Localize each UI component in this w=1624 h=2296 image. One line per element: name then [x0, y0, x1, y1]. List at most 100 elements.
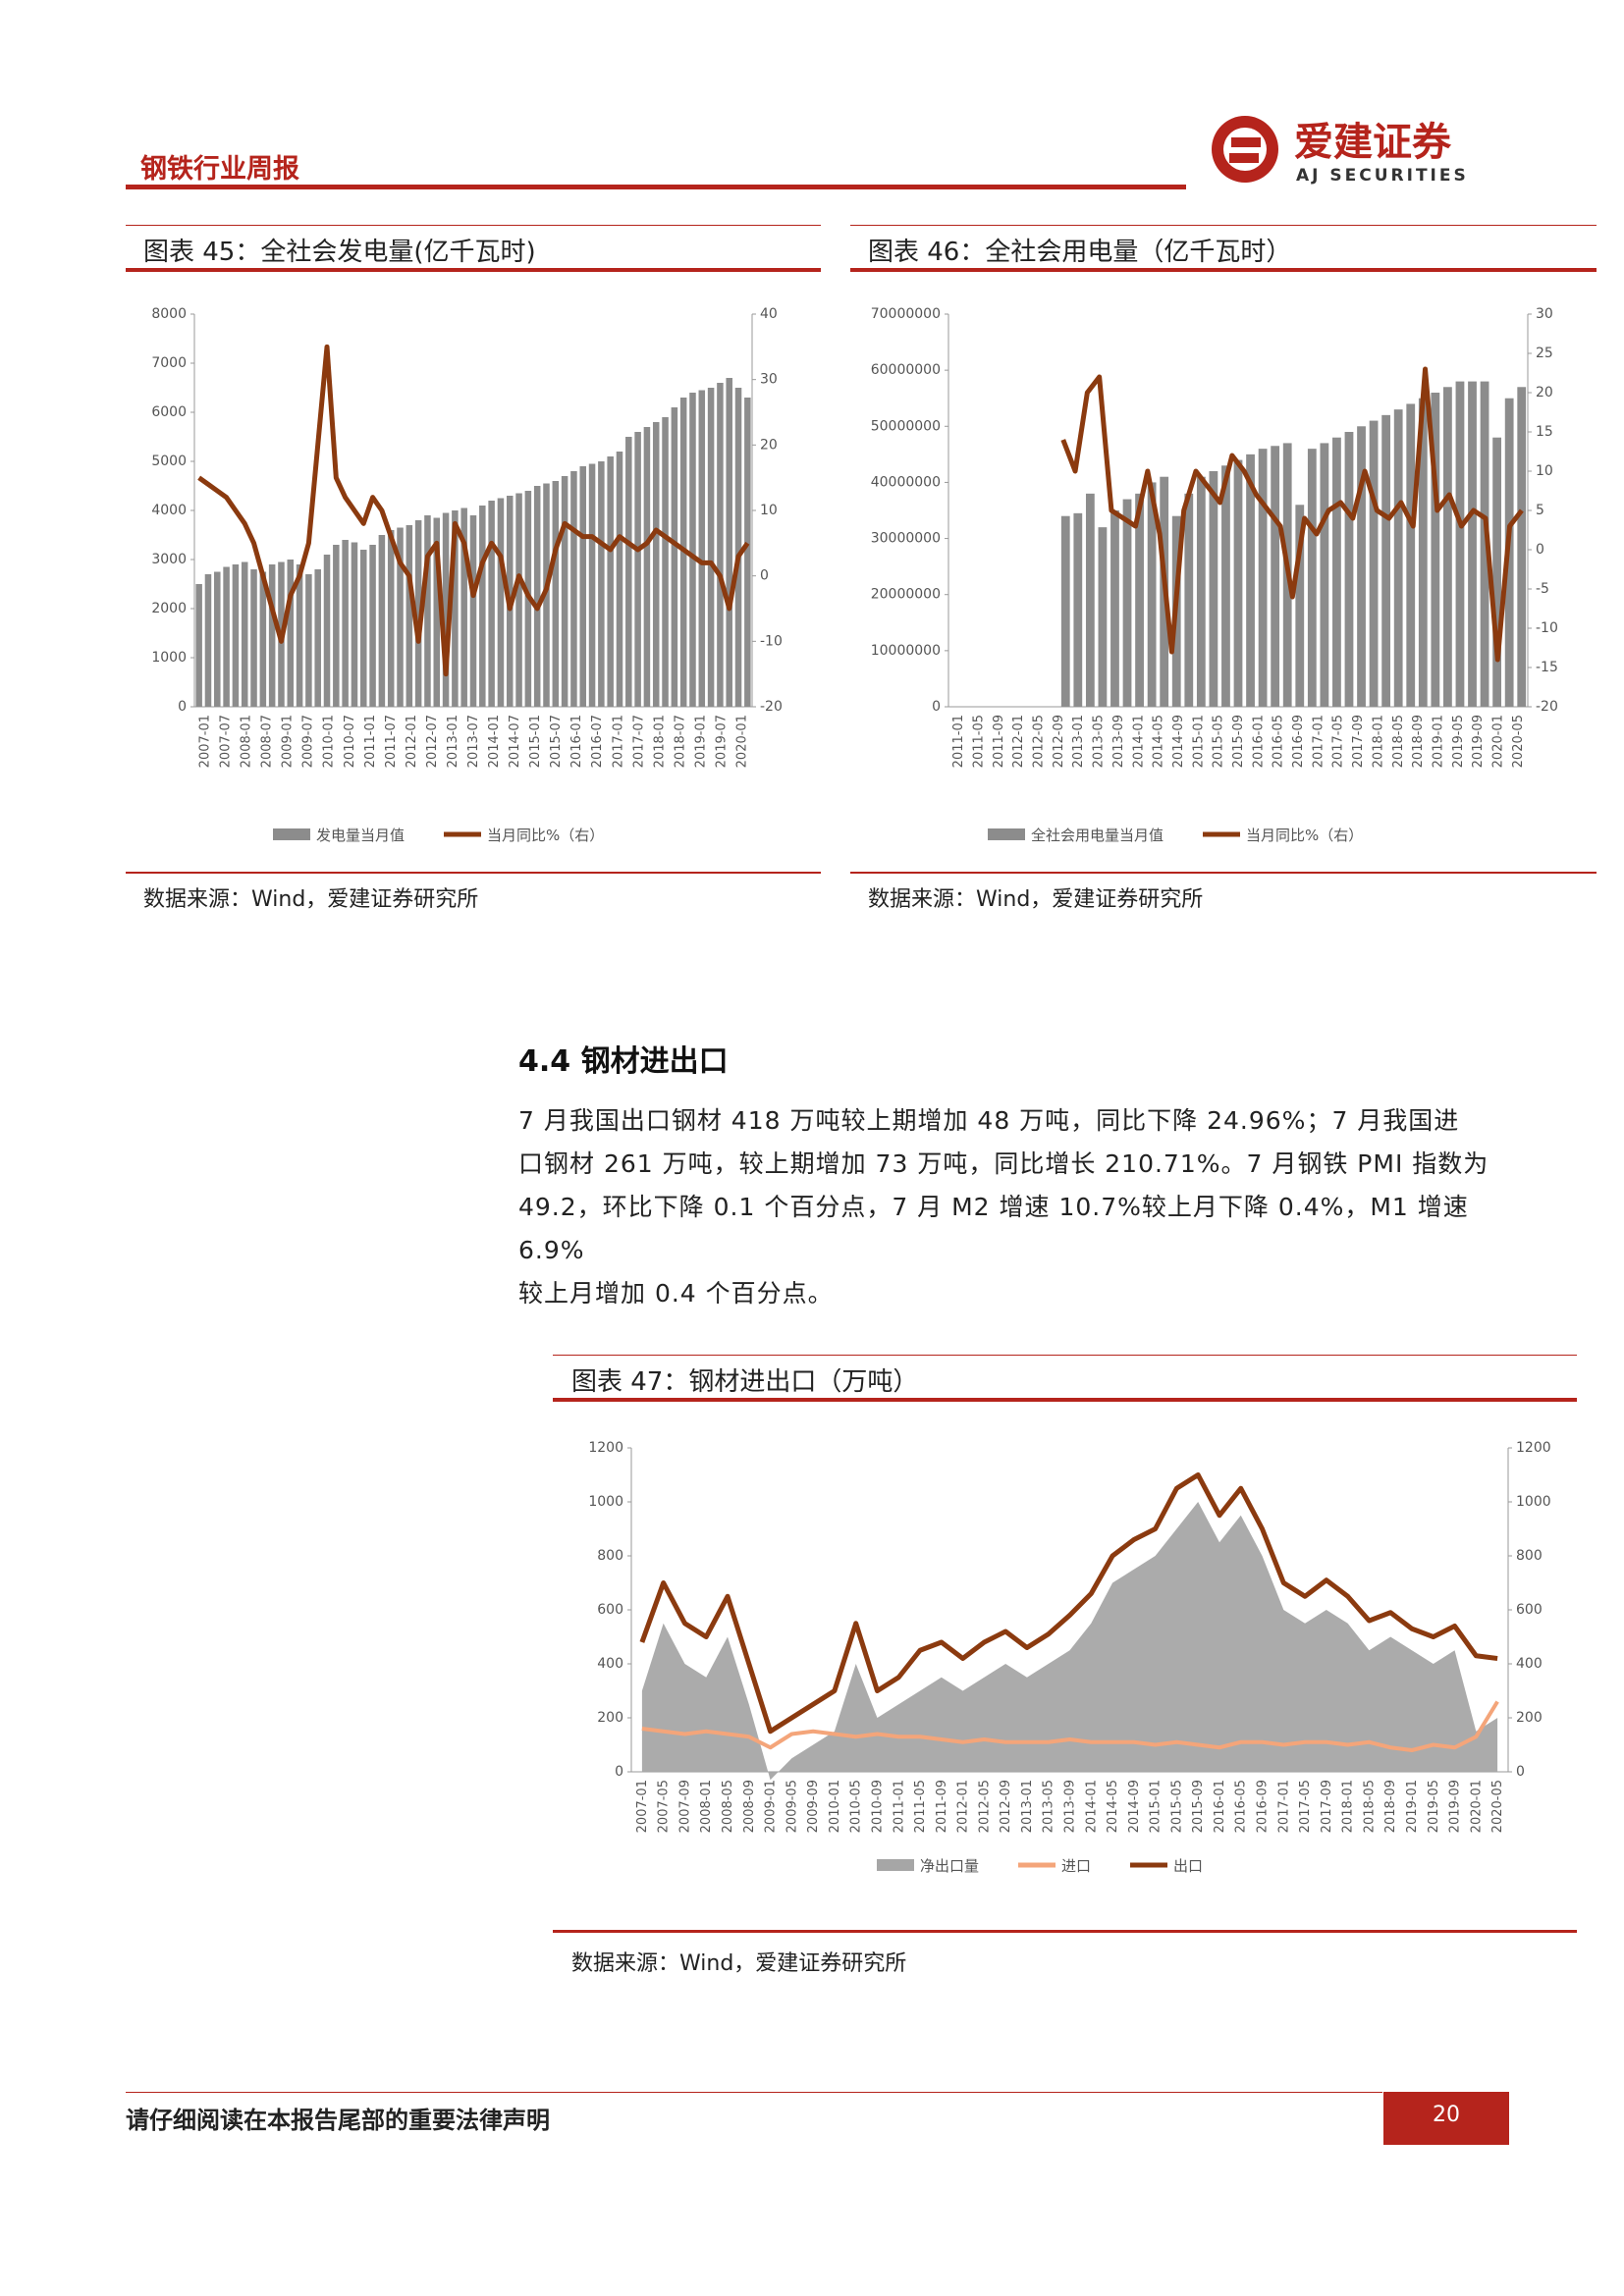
x-tick-label: 2014-01	[1131, 715, 1146, 768]
x-tick-label: 2008-09	[742, 1780, 757, 1833]
bar	[734, 388, 742, 707]
right-tick-label: 800	[1516, 1548, 1543, 1564]
right-tick-label: 600	[1516, 1602, 1543, 1618]
x-tick-label: 2017-07	[631, 715, 646, 768]
x-tick-label: 2013-05	[1092, 715, 1107, 768]
legend-swatch	[988, 828, 1025, 840]
x-tick-label: 2014-05	[1106, 1780, 1120, 1833]
x-tick-label: 2007-05	[657, 1780, 672, 1833]
bar	[616, 452, 623, 707]
bar	[625, 437, 632, 707]
bar	[552, 481, 560, 707]
x-tick-label: 2012-09	[1052, 715, 1066, 768]
left-tick-label: 0	[615, 1764, 623, 1780]
paragraph-line: 7 月我国出口钢材 418 万吨较上期增加 48 万吨，同比下降 24.96%；…	[518, 1106, 1460, 1135]
x-tick-label: 2014-09	[1171, 715, 1186, 768]
bar	[598, 461, 605, 707]
fig46-title-rule	[850, 268, 1597, 272]
bar	[433, 517, 441, 707]
bar	[607, 456, 614, 707]
x-tick-label: 2009-05	[785, 1780, 799, 1833]
x-tick-label: 2019-01	[1405, 1780, 1420, 1833]
bar	[1357, 426, 1366, 707]
left-tick-label: 400	[597, 1656, 623, 1672]
bar	[305, 574, 312, 707]
fig46-source: 数据来源：Wind，爱建证券研究所	[868, 887, 1204, 912]
legend-label: 当月同比%（右）	[487, 827, 604, 844]
x-tick-label: 2011-09	[992, 715, 1006, 768]
bar	[369, 545, 376, 707]
x-tick-label: 2016-05	[1234, 1780, 1249, 1833]
legend-label: 出口	[1173, 1857, 1203, 1875]
bar	[342, 540, 349, 707]
x-tick-label: 2016-07	[590, 715, 605, 768]
bar	[1492, 437, 1502, 707]
paragraph-line: 49.2，环比下降 0.1 个百分点，7 月 M2 增速 10.7%较上月下降 …	[518, 1193, 1469, 1264]
right-tick-label: 1000	[1516, 1494, 1551, 1510]
x-tick-label: 2014-09	[1127, 1780, 1142, 1833]
bar	[1320, 443, 1329, 707]
x-tick-label: 2011-07	[384, 715, 399, 768]
x-tick-label: 2013-01	[1071, 715, 1086, 768]
bar	[1271, 446, 1280, 707]
right-tick-label: 1200	[1516, 1440, 1551, 1456]
legend-label: 进口	[1061, 1857, 1091, 1875]
x-tick-label: 2011-05	[913, 1780, 928, 1833]
x-tick-label: 2007-09	[677, 1780, 692, 1833]
left-tick-label: 2000	[151, 601, 187, 616]
x-tick-label: 2019-07	[714, 715, 729, 768]
bar	[1295, 505, 1305, 707]
x-tick-label: 2019-01	[1431, 715, 1445, 768]
left-tick-label: 3000	[151, 552, 187, 567]
x-tick-label: 2017-05	[1298, 1780, 1313, 1833]
right-tick-label: 30	[760, 372, 778, 388]
x-tick-label: 2019-05	[1427, 1780, 1441, 1833]
x-tick-label: 2015-05	[1169, 1780, 1184, 1833]
bar	[671, 407, 678, 707]
x-tick-label: 2014-01	[1084, 1780, 1099, 1833]
x-tick-label: 2018-01	[1371, 715, 1385, 768]
x-tick-label: 2012-05	[1032, 715, 1047, 768]
bar	[744, 398, 751, 707]
bar	[533, 486, 541, 707]
right-tick-label: 10	[1536, 463, 1553, 479]
x-tick-label: 2017-01	[611, 715, 625, 768]
bar	[634, 432, 641, 707]
bar	[1246, 454, 1255, 707]
x-tick-label: 2008-01	[699, 1780, 714, 1833]
section-paragraph: 7 月我国出口钢材 418 万吨较上期增加 48 万吨，同比下降 24.96%；…	[518, 1099, 1520, 1315]
logo-mark-icon	[1212, 116, 1278, 183]
bar	[323, 555, 331, 707]
x-tick-label: 2012-09	[999, 1780, 1013, 1833]
bar	[250, 569, 257, 707]
x-tick-label: 2019-05	[1451, 715, 1466, 768]
left-tick-label: 600	[597, 1602, 623, 1618]
bar	[452, 510, 459, 707]
x-tick-label: 2013-09	[1063, 1780, 1078, 1833]
right-tick-label: 200	[1516, 1710, 1543, 1726]
fig45-title: 图表 45：全社会发电量(亿千瓦时)	[143, 238, 536, 267]
bar	[1135, 493, 1144, 707]
left-tick-label: 40000000	[871, 474, 941, 490]
left-tick-label: 5000	[151, 454, 187, 469]
legal-notice: 请仔细阅读在本报告尾部的重要法律声明	[126, 2107, 550, 2134]
company-logo: 爱建证券 AJ SECURITIES	[1206, 110, 1520, 188]
left-tick-label: 7000	[151, 355, 187, 371]
x-tick-label: 2017-01	[1276, 1780, 1291, 1833]
x-tick-label: 2008-07	[260, 715, 275, 768]
fig46-top-rule	[850, 225, 1597, 226]
bar	[1147, 482, 1157, 707]
bar	[1332, 437, 1341, 707]
x-tick-label: 2015-05	[1212, 715, 1226, 768]
x-tick-label: 2018-05	[1391, 715, 1406, 768]
bar	[1443, 387, 1452, 707]
bar	[1110, 510, 1119, 707]
right-tick-label: -20	[1536, 699, 1558, 715]
bar	[1406, 403, 1416, 707]
x-tick-label: 2016-09	[1256, 1780, 1271, 1833]
x-tick-label: 2009-01	[764, 1780, 779, 1833]
bar	[259, 571, 267, 707]
left-tick-label: 30000000	[871, 531, 941, 547]
bar	[460, 507, 467, 707]
x-tick-label: 2013-09	[1111, 715, 1126, 768]
